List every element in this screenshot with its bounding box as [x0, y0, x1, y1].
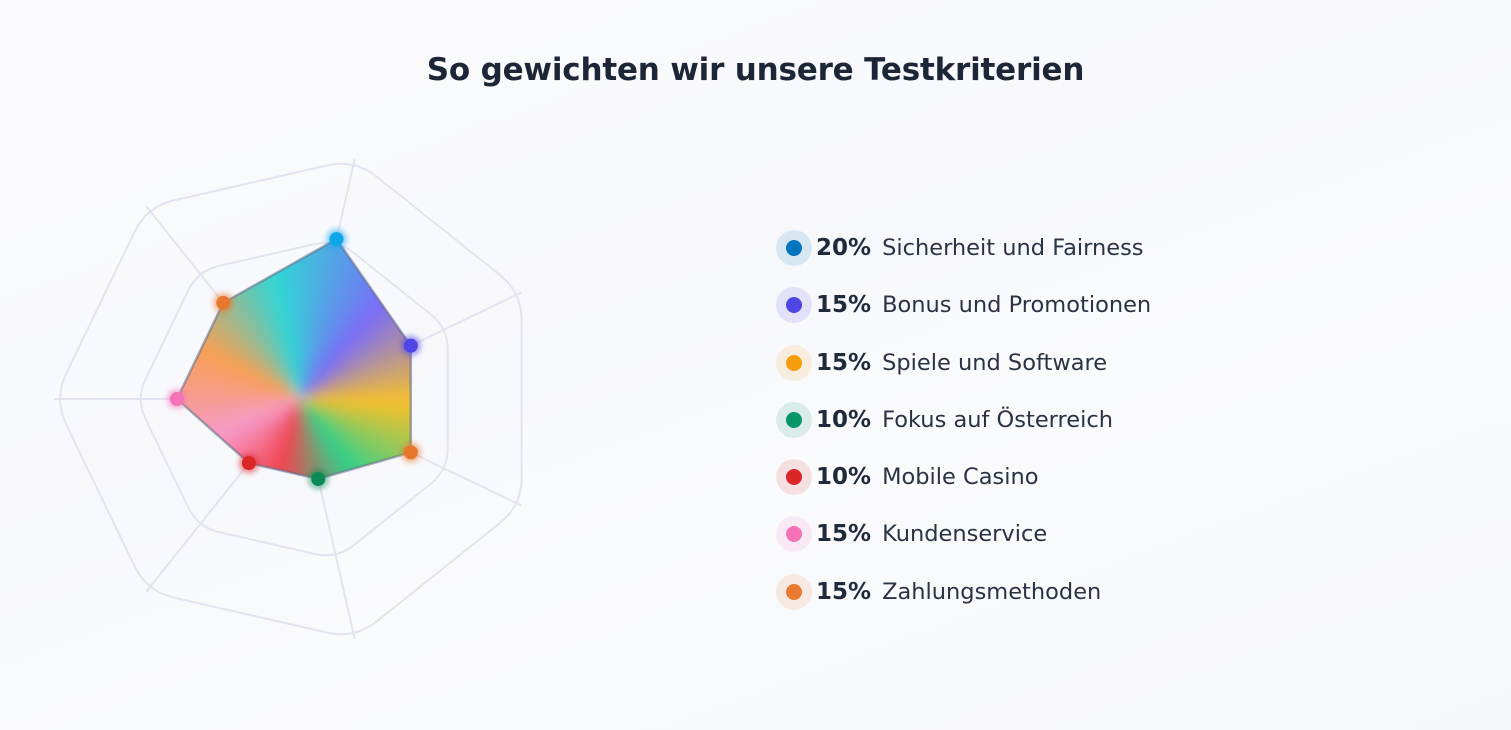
grid-ring [139, 241, 449, 557]
legend-item: 15% Kundenservice [776, 512, 1346, 569]
legend-label: Kundenservice [882, 521, 1048, 548]
legend-label: Zahlungsmethoden [882, 578, 1102, 605]
legend-value: 15% [816, 292, 872, 319]
radar-point [400, 335, 421, 356]
legend-dot [776, 230, 812, 266]
radar-chart [0, 120, 700, 720]
grid-spoke [317, 478, 356, 640]
radar-point [308, 468, 329, 489]
radar-points [167, 229, 421, 489]
legend-label: Mobile Casino [882, 464, 1039, 491]
radar-outline [175, 237, 413, 481]
legend-item: 10% Mobile Casino [776, 455, 1346, 512]
legend-dot [776, 573, 812, 610]
legend-label: Spiele und Software [882, 349, 1108, 376]
legend-dot [776, 459, 812, 496]
legend-dot [776, 287, 812, 324]
legend-dot [776, 401, 812, 438]
legend-label: Sicherheit und Fairness [882, 235, 1144, 261]
legend-value: 20% [816, 235, 872, 261]
legend-item: 15% Bonus und Promotionen [776, 283, 1346, 340]
legend-dot [776, 516, 812, 553]
legend-value: 15% [816, 578, 872, 605]
legend-item: 15% Spiele und Software [776, 341, 1346, 398]
legend-value: 15% [816, 349, 872, 376]
legend-value: 10% [816, 464, 872, 491]
legend-item: 15% Zahlungsmethoden [776, 570, 1346, 627]
legend-value: 10% [816, 406, 872, 433]
grid-ring [59, 162, 523, 636]
legend-value: 15% [816, 521, 872, 548]
grid-spoke [145, 462, 250, 592]
legend: 20% Sicherheit und Fairness 15% Bonus und P… [776, 226, 1346, 627]
legend-label: Bonus und Promotionen [882, 292, 1152, 319]
radar-point [400, 442, 421, 463]
legend-item: 20% Sicherheit und Fairness [776, 226, 1346, 283]
radar-point [238, 453, 259, 474]
legend-label: Fokus auf Österreich [882, 406, 1113, 433]
radar-point [326, 229, 347, 250]
legend-dot [776, 344, 812, 381]
page-title: So gewichten wir unsere Testkriterien [426, 52, 1085, 88]
legend-item: 10% Fokus auf Österreich [776, 398, 1346, 455]
radar-chart-svg [54, 158, 523, 640]
radar-point [167, 389, 187, 409]
radar-point [213, 292, 234, 313]
